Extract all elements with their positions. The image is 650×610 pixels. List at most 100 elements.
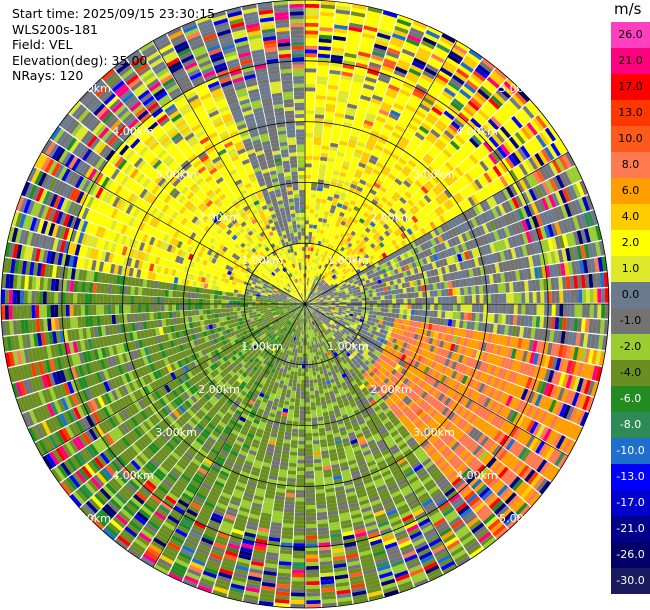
gate-cell [340, 133, 350, 139]
gate-cell [373, 355, 379, 362]
gate-cell [369, 248, 376, 255]
gate-cell [371, 185, 380, 193]
gate-cell [306, 596, 321, 601]
gate-cell [492, 165, 503, 177]
gate-cell [388, 241, 394, 248]
gate-cell [318, 167, 326, 173]
gate-cell [312, 305, 317, 307]
gate-cell [310, 243, 315, 248]
gate-cell [440, 266, 447, 275]
gate-cell [388, 197, 397, 205]
gate-cell [396, 400, 405, 409]
gate-cell [451, 391, 460, 401]
gate-cell [372, 240, 379, 247]
gate-cell [313, 288, 317, 293]
gate-cell [566, 304, 571, 317]
gate-cell [399, 403, 408, 411]
gate-cell [323, 126, 333, 132]
gate-cell [410, 171, 419, 180]
gate-cell [601, 256, 608, 272]
gate-cell [533, 457, 545, 471]
gate-cell [406, 314, 411, 321]
gate-cell [360, 130, 370, 137]
gate-cell [388, 299, 393, 304]
gate-cell [476, 129, 488, 141]
gate-cell [401, 193, 410, 202]
gate-cell [329, 142, 339, 148]
gate-cell [327, 301, 332, 303]
gate-cell [314, 121, 324, 127]
gate-cell [482, 373, 490, 384]
gate-cell [436, 119, 448, 130]
gate-cell [403, 165, 413, 174]
gate-cell [531, 392, 540, 406]
gate-cell [333, 213, 339, 219]
gate-cell [409, 119, 421, 129]
gate-cell [305, 49, 318, 54]
gate-cell [306, 269, 309, 274]
gate-cell [306, 292, 309, 297]
gate-cell [320, 152, 329, 158]
gate-cell [444, 161, 455, 172]
gate-cell [316, 225, 322, 230]
gate-cell [323, 230, 329, 236]
gate-cell [320, 253, 324, 258]
gate-cell [525, 351, 532, 364]
gate-cell [294, 508, 305, 513]
gate-cell [332, 170, 340, 176]
gate-cell [335, 298, 339, 301]
gate-cell [433, 371, 441, 380]
gate-cell [344, 240, 350, 246]
gate-cell [412, 321, 418, 328]
gate-cell [367, 65, 381, 73]
gate-cell [569, 346, 576, 360]
gate-cell [554, 343, 561, 357]
gate-cell [506, 516, 520, 530]
gate-cell [413, 57, 427, 67]
gate-cell [366, 112, 377, 120]
gate-cell [369, 365, 376, 371]
gate-cell [310, 295, 314, 299]
gate-cell [301, 379, 305, 384]
gate-cell [321, 311, 326, 315]
gate-cell [308, 266, 311, 271]
gate-cell [406, 100, 419, 110]
gate-cell [314, 255, 318, 260]
gate-cell [305, 60, 317, 65]
gate-cell [331, 306, 336, 309]
gate-cell [348, 203, 355, 209]
gate-cell [327, 270, 332, 275]
gate-cell [364, 327, 369, 332]
gate-cell [334, 116, 344, 122]
gate-cell [543, 368, 551, 382]
gate-cell [508, 169, 519, 182]
gate-cell [577, 275, 582, 289]
gate-cell [502, 141, 514, 154]
gate-cell [354, 320, 360, 325]
gate-cell [539, 212, 547, 226]
gate-cell [471, 379, 479, 390]
gate-cell [339, 266, 345, 271]
gate-cell [520, 280, 526, 292]
gate-cell [383, 179, 392, 187]
gate-cell [313, 382, 319, 388]
gate-cell [359, 179, 367, 186]
gate-cell [493, 416, 503, 428]
gate-cell [351, 275, 356, 280]
gate-cell [305, 144, 313, 149]
gate-cell [490, 263, 497, 274]
gate-cell [309, 379, 314, 384]
gate-cell [378, 283, 383, 288]
gate-cell [442, 325, 448, 334]
gate-cell [339, 304, 343, 306]
gate-cell [503, 381, 511, 393]
gate-cell [318, 366, 323, 371]
gate-cell [324, 283, 329, 288]
gate-cell [322, 318, 326, 322]
gate-cell [571, 332, 578, 346]
gate-cell [308, 304, 313, 307]
gate-cell [320, 279, 325, 284]
gate-cell [438, 325, 444, 333]
gate-cell [527, 471, 539, 485]
gate-cell [454, 94, 467, 106]
